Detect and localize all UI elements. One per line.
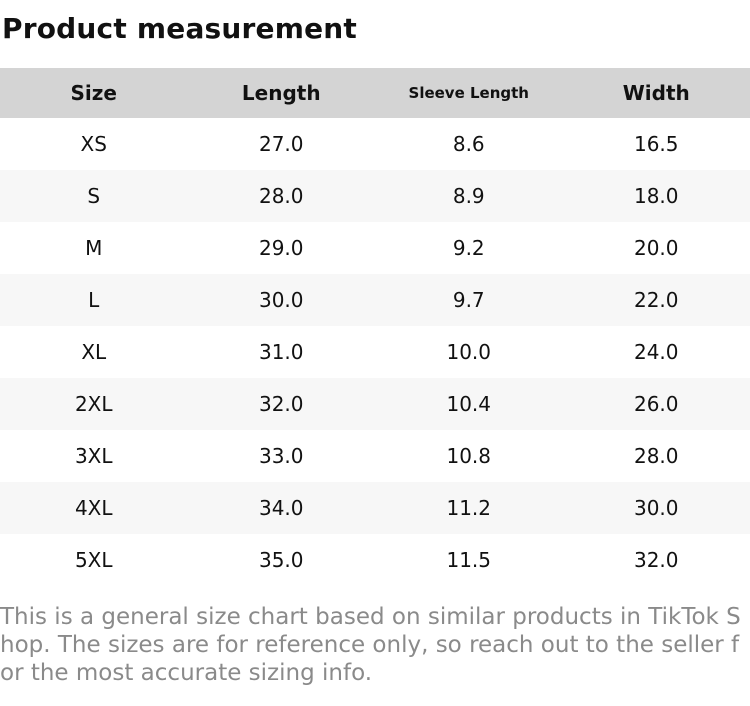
cell-size: 3XL (0, 430, 188, 482)
cell-length: 30.0 (188, 274, 376, 326)
cell-width: 16.5 (563, 118, 750, 170)
cell-width: 22.0 (563, 274, 750, 326)
cell-sleeve-length: 10.4 (375, 378, 563, 430)
cell-width: 32.0 (563, 534, 750, 586)
cell-width: 28.0 (563, 430, 750, 482)
cell-length: 34.0 (188, 482, 376, 534)
size-chart-table: Size Length Sleeve Length Width XS 27.0 … (0, 68, 750, 586)
cell-size: XS (0, 118, 188, 170)
cell-length: 27.0 (188, 118, 376, 170)
page-title: Product measurement (2, 12, 750, 46)
cell-size: S (0, 170, 188, 222)
cell-length: 35.0 (188, 534, 376, 586)
cell-width: 26.0 (563, 378, 750, 430)
cell-width: 30.0 (563, 482, 750, 534)
table-header: Size Length Sleeve Length Width (0, 68, 750, 118)
table-row: XS 27.0 8.6 16.5 (0, 118, 750, 170)
table-row: 3XL 33.0 10.8 28.0 (0, 430, 750, 482)
table-row: 5XL 35.0 11.5 32.0 (0, 534, 750, 586)
cell-sleeve-length: 9.2 (375, 222, 563, 274)
header-cell-size: Size (0, 68, 188, 118)
cell-width: 20.0 (563, 222, 750, 274)
cell-length: 31.0 (188, 326, 376, 378)
cell-size: 4XL (0, 482, 188, 534)
table-row: 4XL 34.0 11.2 30.0 (0, 482, 750, 534)
table-header-row: Size Length Sleeve Length Width (0, 68, 750, 118)
cell-size: 5XL (0, 534, 188, 586)
cell-width: 24.0 (563, 326, 750, 378)
header-cell-width: Width (563, 68, 750, 118)
cell-sleeve-length: 11.5 (375, 534, 563, 586)
cell-sleeve-length: 10.8 (375, 430, 563, 482)
table-row: S 28.0 8.9 18.0 (0, 170, 750, 222)
cell-length: 33.0 (188, 430, 376, 482)
cell-sleeve-length: 8.9 (375, 170, 563, 222)
table-body: XS 27.0 8.6 16.5 S 28.0 8.9 18.0 M 29.0 … (0, 118, 750, 586)
header-cell-length: Length (188, 68, 376, 118)
cell-sleeve-length: 10.0 (375, 326, 563, 378)
cell-sleeve-length: 8.6 (375, 118, 563, 170)
cell-size: 2XL (0, 378, 188, 430)
cell-length: 28.0 (188, 170, 376, 222)
cell-size: L (0, 274, 188, 326)
table-row: 2XL 32.0 10.4 26.0 (0, 378, 750, 430)
cell-sleeve-length: 9.7 (375, 274, 563, 326)
cell-length: 29.0 (188, 222, 376, 274)
size-chart-disclaimer: This is a general size chart based on si… (0, 603, 750, 687)
header-cell-sleeve-length: Sleeve Length (375, 68, 563, 118)
cell-size: M (0, 222, 188, 274)
cell-sleeve-length: 11.2 (375, 482, 563, 534)
table-row: XL 31.0 10.0 24.0 (0, 326, 750, 378)
table-row: L 30.0 9.7 22.0 (0, 274, 750, 326)
table-row: M 29.0 9.2 20.0 (0, 222, 750, 274)
cell-length: 32.0 (188, 378, 376, 430)
cell-width: 18.0 (563, 170, 750, 222)
cell-size: XL (0, 326, 188, 378)
